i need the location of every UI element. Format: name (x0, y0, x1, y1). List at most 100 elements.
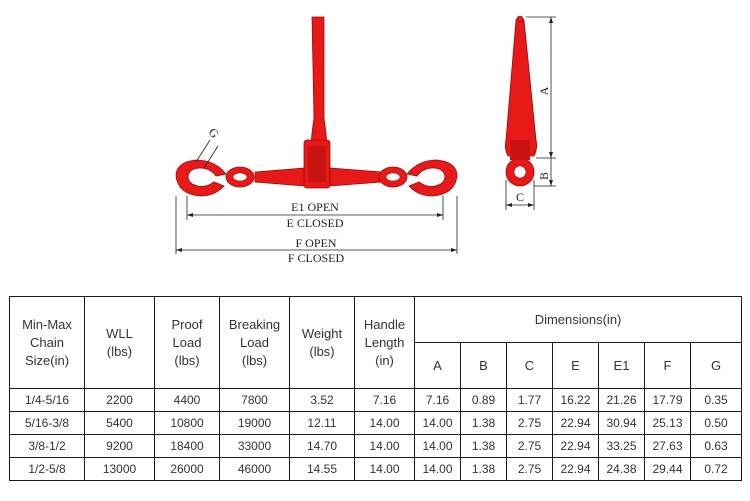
table-cell: 2.75 (506, 457, 553, 481)
table-cell: 1/2-5/8 (9, 457, 85, 481)
header-dim-a: A (414, 342, 461, 389)
table-cell: 5400 (84, 411, 155, 435)
header-row-2: A B C E E1 F G (10, 342, 743, 389)
table-cell: 0.35 (689, 388, 743, 412)
table-cell: 19000 (219, 411, 290, 435)
table-cell: 14.00 (354, 411, 415, 435)
table-cell: 18400 (154, 434, 220, 458)
dimension-label-e1-open: E1 OPEN (291, 200, 339, 214)
header-dim-b: B (460, 342, 507, 389)
table-cell: 0.63 (689, 434, 743, 458)
table-cell: 46000 (219, 457, 290, 481)
table-cell: 22.94 (552, 411, 599, 435)
table-cell: 14.00 (354, 434, 415, 458)
load-binder-diagram: G E1 OPEN E CLOSED F OPEN F CLOSED A B (175, 15, 556, 265)
header-handle-line-2: Length (364, 334, 405, 350)
specification-table: Min-Max Chain Size(in) WLL (lbs) Proof L… (9, 296, 743, 481)
header-size-line-1: Min-Max (22, 316, 72, 332)
header-dim-c: C (506, 342, 553, 389)
header-breaking-line-1: Breaking (228, 316, 281, 332)
table-cell: 3.52 (289, 388, 355, 412)
header-proof-load: Proof Load (lbs) (154, 296, 220, 389)
table-row: 3/8-1/2 9200 18400 33000 14.70 14.00 14.00 1.38… (9, 434, 743, 458)
header-dim-g: G (689, 342, 743, 389)
table-cell: 33000 (219, 434, 290, 458)
left-barrel (254, 167, 305, 187)
header-handle-length: Handle Length (in) (354, 296, 415, 389)
front-view: G E1 OPEN E CLOSED F OPEN F CLOSED (175, 16, 458, 265)
right-barrel (329, 167, 383, 187)
table-cell: 0.89 (460, 388, 507, 412)
header-breaking-line-2: Load (240, 334, 269, 350)
binder-handle (310, 16, 328, 151)
header-handle-line-3: (in) (375, 352, 394, 368)
header-wll-line-1: WLL (106, 325, 133, 341)
header-weight-line-2: (lbs) (309, 343, 335, 359)
table-cell: 2.75 (506, 434, 553, 458)
header-dimensions: Dimensions(in) (413, 296, 743, 343)
table-cell: 25.13 (644, 411, 691, 435)
dimension-label-a: A (537, 86, 551, 95)
table-cell: 2.75 (506, 411, 553, 435)
table-cell: 5/16-3/8 (9, 411, 85, 435)
table-cell: 29.44 (644, 457, 691, 481)
table-cell: 14.55 (289, 457, 355, 481)
table-cell: 22.94 (552, 457, 599, 481)
table-body: 1/4-5/16 2200 4400 7800 3.52 7.16 7.16 0.89 1.77… (9, 388, 743, 481)
table-cell: 14.00 (354, 457, 415, 481)
header-size-line-3: Size(in) (24, 352, 70, 368)
header-wll: WLL (lbs) (84, 296, 155, 389)
header-weight-line-1: Weight (301, 325, 343, 341)
table-cell: 14.00 (414, 411, 461, 435)
table-cell: 13000 (84, 457, 155, 481)
right-grab-hook (406, 159, 458, 197)
table-cell: 33.25 (598, 434, 645, 458)
header-size: Min-Max Chain Size(in) (9, 296, 85, 389)
dimension-label-e-closed: E CLOSED (287, 216, 344, 230)
header-breaking-load: Breaking Load (lbs) (219, 296, 290, 389)
table-cell: 2200 (84, 388, 155, 412)
table-cell: 1.38 (460, 457, 507, 481)
header-proof-line-2: Load (172, 334, 202, 350)
dimension-label-c: C (516, 190, 524, 204)
dimension-label-b: B (537, 172, 551, 180)
table-cell: 9200 (84, 434, 155, 458)
side-view: A B C (504, 15, 556, 210)
table-cell: 14.00 (414, 434, 461, 458)
header-dim-e1: E1 (598, 342, 645, 389)
table-cell: 26000 (154, 457, 220, 481)
header-weight: Weight (lbs) (289, 296, 355, 389)
table-cell: 10800 (154, 411, 220, 435)
header-proof-line-1: Proof (171, 316, 203, 332)
table-cell: 1/4-5/16 (9, 388, 85, 412)
table-cell: 14.70 (289, 434, 355, 458)
table-cell: 24.38 (598, 457, 645, 481)
header-handle-line-1: Handle (363, 316, 406, 332)
table-cell: 14.00 (414, 457, 461, 481)
header-breaking-line-3: (lbs) (241, 352, 268, 368)
header-size-line-2: Chain (30, 334, 64, 350)
left-grab-hook (175, 159, 227, 197)
table-cell: 22.94 (552, 434, 599, 458)
header-proof-line-3: (lbs) (174, 352, 200, 368)
table-row: 1/4-5/16 2200 4400 7800 3.52 7.16 7.16 0.89 1.77… (9, 388, 743, 412)
side-handle (504, 16, 538, 157)
header-dim-f: F (644, 342, 691, 389)
table-cell: 0.72 (689, 457, 743, 481)
table-cell: 21.26 (598, 388, 645, 412)
table-cell: 7800 (219, 388, 290, 412)
table-cell: 1.77 (506, 388, 553, 412)
header-dim-e: E (552, 342, 599, 389)
table-cell: 30.94 (598, 411, 645, 435)
table-cell: 17.79 (644, 388, 691, 412)
table-cell: 27.63 (644, 434, 691, 458)
header-row-1: Min-Max Chain Size(in) WLL (lbs) Proof L… (9, 296, 743, 389)
dimension-label-f-closed: F CLOSED (288, 251, 345, 265)
table-cell: 16.22 (552, 388, 599, 412)
table-cell: 1.38 (460, 411, 507, 435)
table-cell: 7.16 (414, 388, 461, 412)
table-cell: 1.38 (460, 434, 507, 458)
table-row: 5/16-3/8 5400 10800 19000 12.11 14.00 14.00 1.3… (9, 411, 743, 435)
dimension-label-g: G (206, 125, 223, 141)
table-cell: 12.11 (289, 411, 355, 435)
